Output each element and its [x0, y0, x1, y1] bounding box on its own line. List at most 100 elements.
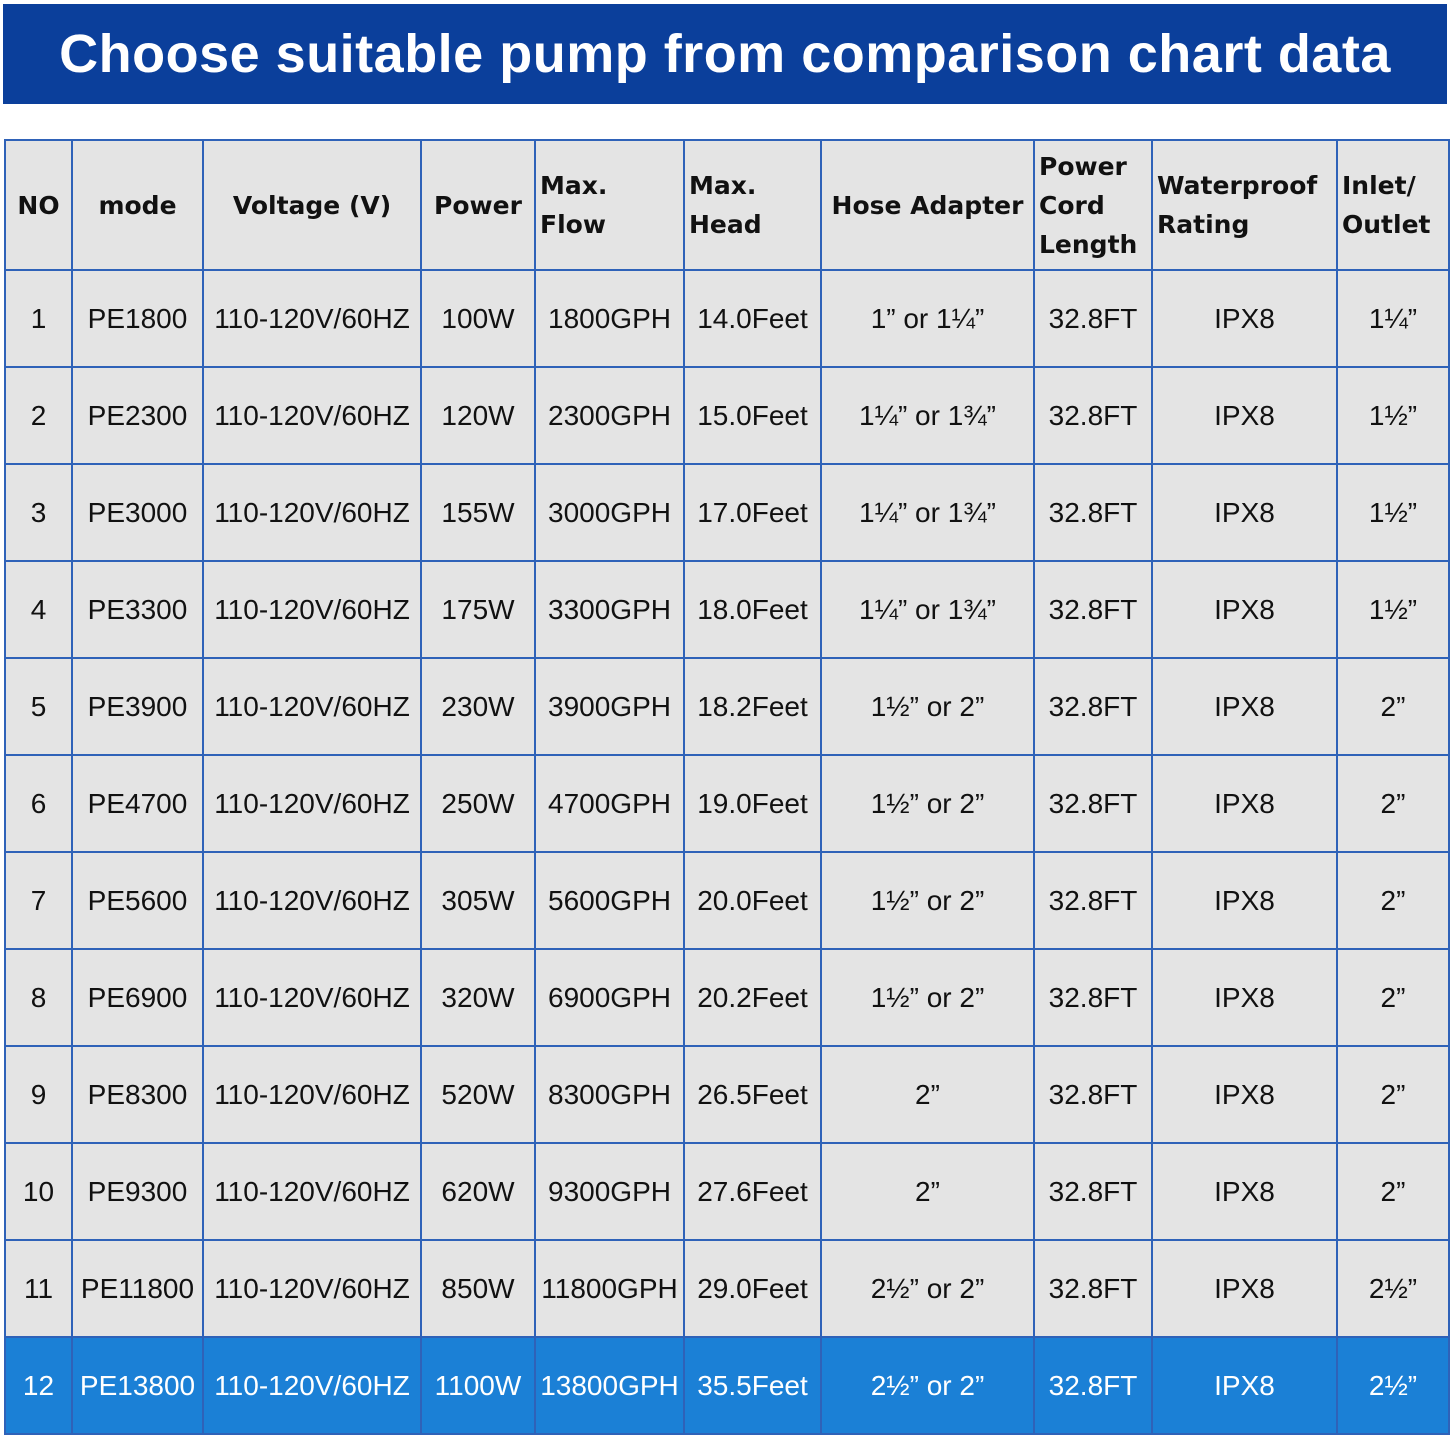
table-cell: 2 — [4, 366, 73, 465]
table-row: 11 PE11800 110-120V/60HZ 850W 11800GPH 29.0Fe… — [4, 1239, 1450, 1338]
table-cell: PE13800 — [71, 1336, 204, 1435]
table-cell: 250W — [420, 754, 536, 853]
table-cell: 155W — [420, 463, 536, 562]
table-cell: IPX8 — [1151, 754, 1338, 853]
table-cell: 305W — [420, 851, 536, 950]
table-cell: PE11800 — [71, 1239, 204, 1338]
table-cell: 11800GPH — [534, 1239, 685, 1338]
table-cell: 2” — [1336, 948, 1450, 1047]
table-cell: IPX8 — [1151, 269, 1338, 368]
table-cell: 18.0Feet — [683, 560, 822, 659]
table-row: 8 PE6900 110-120V/60HZ 320W 6900GPH 20.2Feet 1… — [4, 948, 1450, 1047]
table-cell: 1800GPH — [534, 269, 685, 368]
table-cell: 1½” or 2” — [820, 754, 1035, 853]
title: Choose suitable pump from comparison cha… — [3, 4, 1447, 104]
table-cell: 32.8FT — [1033, 1239, 1153, 1338]
table-cell: 2” — [820, 1142, 1035, 1241]
table-cell: IPX8 — [1151, 1239, 1338, 1338]
table-cell: 1¼” or 1¾” — [820, 560, 1035, 659]
table-cell: 32.8FT — [1033, 269, 1153, 368]
table-cell: 1¼” or 1¾” — [820, 366, 1035, 465]
comparison-table: NO mode Voltage (V) Power Max. Flow Max. Head… — [4, 139, 1450, 1435]
table-cell: 2½” — [1336, 1336, 1450, 1435]
table-row: 12 PE13800 110-120V/60HZ 1100W 13800GPH 35.5F… — [4, 1336, 1450, 1435]
table-cell: PE6900 — [71, 948, 204, 1047]
table-cell: 2300GPH — [534, 366, 685, 465]
table-cell: 5600GPH — [534, 851, 685, 950]
table-cell: 120W — [420, 366, 536, 465]
table-cell: IPX8 — [1151, 560, 1338, 659]
table-cell: 9 — [4, 1045, 73, 1144]
table-cell: 110-120V/60HZ — [202, 1336, 422, 1435]
table-cell: 32.8FT — [1033, 754, 1153, 853]
table-cell: 14.0Feet — [683, 269, 822, 368]
table-cell: IPX8 — [1151, 366, 1338, 465]
table-cell: 1100W — [420, 1336, 536, 1435]
table-cell: 9300GPH — [534, 1142, 685, 1241]
table-cell: 7 — [4, 851, 73, 950]
table-cell: 13800GPH — [534, 1336, 685, 1435]
table-cell: 26.5Feet — [683, 1045, 822, 1144]
column-header: Waterproof Rating — [1151, 139, 1338, 271]
table-cell: 27.6Feet — [683, 1142, 822, 1241]
column-header: Hose Adapter — [820, 139, 1035, 271]
table-cell: 520W — [420, 1045, 536, 1144]
table-cell: 2½” or 2” — [820, 1336, 1035, 1435]
table-cell: 110-120V/60HZ — [202, 1045, 422, 1144]
table-cell: 110-120V/60HZ — [202, 366, 422, 465]
table-cell: 32.8FT — [1033, 1142, 1153, 1241]
table-cell: 18.2Feet — [683, 657, 822, 756]
table-cell: IPX8 — [1151, 1142, 1338, 1241]
table-cell: 15.0Feet — [683, 366, 822, 465]
table-cell: PE4700 — [71, 754, 204, 853]
table-cell: IPX8 — [1151, 463, 1338, 562]
table-row: 9 PE8300 110-120V/60HZ 520W 8300GPH 26.5Feet 2… — [4, 1045, 1450, 1144]
table-row: 2 PE2300 110-120V/60HZ 120W 2300GPH 15.0Feet 1… — [4, 366, 1450, 465]
table-cell: 8300GPH — [534, 1045, 685, 1144]
table-cell: IPX8 — [1151, 851, 1338, 950]
table-cell: 110-120V/60HZ — [202, 657, 422, 756]
table-cell: 3300GPH — [534, 560, 685, 659]
table-cell: 1½” — [1336, 560, 1450, 659]
table-cell: 110-120V/60HZ — [202, 269, 422, 368]
table-cell: 175W — [420, 560, 536, 659]
table-cell: 29.0Feet — [683, 1239, 822, 1338]
table-cell: 35.5Feet — [683, 1336, 822, 1435]
table-cell: 4700GPH — [534, 754, 685, 853]
column-header: mode — [71, 139, 204, 271]
table-cell: PE1800 — [71, 269, 204, 368]
table-cell: 2½” or 2” — [820, 1239, 1035, 1338]
table-cell: 3 — [4, 463, 73, 562]
table-cell: 6900GPH — [534, 948, 685, 1047]
table-cell: 3000GPH — [534, 463, 685, 562]
table-cell: 1½” or 2” — [820, 657, 1035, 756]
table-cell: 10 — [4, 1142, 73, 1241]
table-cell: IPX8 — [1151, 948, 1338, 1047]
table-cell: 20.0Feet — [683, 851, 822, 950]
table-row: 3 PE3000 110-120V/60HZ 155W 3000GPH 17.0Feet 1… — [4, 463, 1450, 562]
table-row: 1 PE1800 110-120V/60HZ 100W 1800GPH 14.0Feet 1… — [4, 269, 1450, 368]
table-row: 7 PE5600 110-120V/60HZ 305W 5600GPH 20.0Feet 1… — [4, 851, 1450, 950]
table-cell: 1½” — [1336, 366, 1450, 465]
table-cell: 12 — [4, 1336, 73, 1435]
table-cell: 2” — [1336, 1142, 1450, 1241]
column-header: Inlet/ Outlet — [1336, 139, 1450, 271]
table-cell: 17.0Feet — [683, 463, 822, 562]
table-cell: 230W — [420, 657, 536, 756]
table-cell: PE8300 — [71, 1045, 204, 1144]
table-cell: 11 — [4, 1239, 73, 1338]
table-cell: IPX8 — [1151, 1336, 1338, 1435]
table-cell: 32.8FT — [1033, 851, 1153, 950]
table-cell: IPX8 — [1151, 1045, 1338, 1144]
table-cell: PE9300 — [71, 1142, 204, 1241]
column-header: NO — [4, 139, 73, 271]
table-cell: 1” or 1¼” — [820, 269, 1035, 368]
table-cell: 110-120V/60HZ — [202, 754, 422, 853]
table-cell: 32.8FT — [1033, 463, 1153, 562]
table-cell: 32.8FT — [1033, 948, 1153, 1047]
table-cell: 32.8FT — [1033, 1045, 1153, 1144]
table-cell: 2½” — [1336, 1239, 1450, 1338]
table-cell: 20.2Feet — [683, 948, 822, 1047]
table-cell: 1½” or 2” — [820, 948, 1035, 1047]
